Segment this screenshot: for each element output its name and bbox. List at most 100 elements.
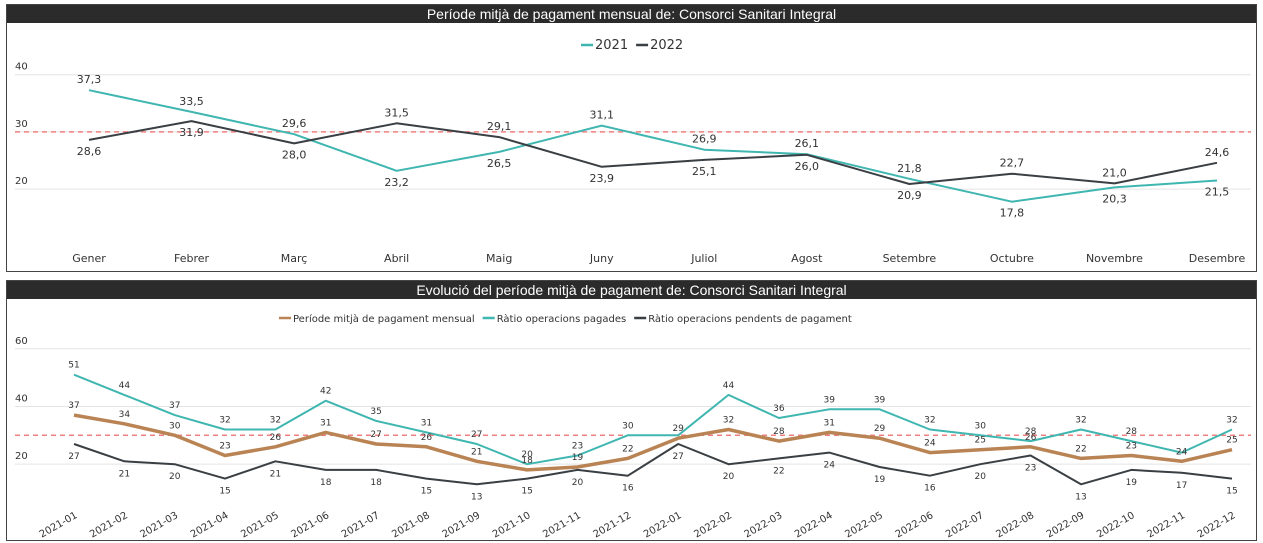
- x-tick-label: 2022-04: [793, 510, 835, 540]
- y-tick-label: 20: [15, 176, 28, 187]
- x-tick-label: 2022-05: [843, 510, 885, 540]
- x-tick-label: Agost: [791, 252, 823, 265]
- data-label: 44: [119, 381, 131, 391]
- data-label: 20: [521, 450, 533, 460]
- data-label: 21,0: [1102, 166, 1127, 179]
- data-label: 18: [320, 478, 332, 488]
- data-label: 31,1: [589, 109, 614, 122]
- data-label: 20: [723, 472, 735, 482]
- data-label: 27: [471, 430, 482, 440]
- data-label: 26,0: [795, 160, 820, 173]
- x-tick-label: 2021-01: [38, 510, 80, 540]
- data-label: 31: [421, 418, 432, 428]
- data-label: 26: [421, 433, 433, 443]
- x-tick-label: Juliol: [690, 252, 717, 265]
- data-label: 21,5: [1205, 186, 1230, 199]
- data-label: 28: [1126, 427, 1138, 437]
- chart-title: Període mitjà de pagament mensual de: Co…: [7, 5, 1256, 23]
- x-tick-label: 2022-01: [642, 510, 684, 540]
- data-label: 28,0: [282, 148, 307, 161]
- data-label: 20: [572, 478, 584, 488]
- x-tick-label: 2022-09: [1045, 510, 1087, 540]
- data-label: 17,8: [1000, 207, 1025, 220]
- x-tick-label: 2022-08: [994, 510, 1036, 540]
- x-tick-label: Setembre: [883, 252, 937, 265]
- x-tick-label: 2021-09: [441, 510, 483, 540]
- data-label: 26: [1025, 433, 1037, 443]
- data-label: 15: [421, 487, 432, 497]
- x-tick-label: 2021-05: [239, 510, 281, 540]
- data-label: 25: [1226, 436, 1237, 446]
- x-tick-label: 2021-03: [138, 510, 180, 540]
- x-tick-label: 2022-11: [1145, 510, 1187, 540]
- x-tick-label: 2022-12: [1196, 510, 1238, 540]
- data-label: 19: [572, 453, 584, 463]
- data-label: 22: [773, 466, 784, 476]
- data-label: 24: [823, 461, 835, 471]
- data-label: 37: [68, 401, 79, 411]
- data-label: 30: [169, 421, 181, 431]
- data-label: 37: [169, 401, 180, 411]
- y-tick-label: 20: [15, 451, 28, 462]
- data-label: 15: [1226, 487, 1237, 497]
- x-tick-label: 2022-10: [1095, 510, 1137, 540]
- data-label: 21: [471, 447, 482, 457]
- monthly-payment-period-chart: 20 30 40 Gener Febrer Març Abril Maig Juny Juliol…: [15, 38, 1251, 265]
- series-line-1: [88, 89, 1218, 203]
- legend-label: Període mitjà de pagament mensual: [293, 313, 475, 325]
- data-label: 51: [68, 361, 79, 371]
- y-tick-label: 30: [15, 119, 28, 130]
- data-label: 28,6: [77, 145, 102, 158]
- data-label: 23: [1025, 464, 1036, 474]
- x-tick-label: Desembre: [1189, 252, 1246, 265]
- data-label: 32: [219, 416, 230, 426]
- data-label: 20,3: [1102, 192, 1127, 205]
- data-label: 42: [320, 387, 331, 397]
- data-label: 31: [823, 418, 834, 428]
- data-label: 18: [370, 478, 382, 488]
- data-label: 16: [622, 484, 634, 494]
- data-label: 30: [622, 421, 634, 431]
- legend-label: 2022: [650, 38, 683, 53]
- data-label: 21: [270, 469, 281, 479]
- data-label: 13: [471, 492, 482, 502]
- data-label: 26: [270, 433, 282, 443]
- data-label: 16: [924, 484, 936, 494]
- x-tick-label: Gener: [72, 252, 106, 265]
- x-tick-label: Novembre: [1086, 252, 1143, 265]
- data-label: 26,1: [795, 137, 820, 150]
- data-label: 20: [169, 472, 181, 482]
- x-tick-label: 2022-07: [944, 510, 986, 540]
- data-label: 22: [1075, 444, 1086, 454]
- data-label: 20,9: [897, 189, 922, 202]
- data-label: 39: [874, 395, 886, 405]
- legend-label: Ràtio operacions pagades: [497, 313, 627, 325]
- data-label: 27: [370, 430, 381, 440]
- x-tick-label: 2021-02: [88, 510, 130, 540]
- x-tick-label: 2022-03: [743, 510, 785, 540]
- data-label: 37,3: [77, 73, 102, 86]
- x-tick-label: Març: [281, 252, 308, 265]
- data-label: 15: [219, 487, 230, 497]
- data-label: 29: [672, 424, 684, 434]
- data-label: 34: [119, 410, 131, 420]
- data-label: 32: [924, 416, 935, 426]
- chart-title: Evolució del període mitjà de pagament d…: [7, 281, 1256, 299]
- data-label: 28: [773, 427, 785, 437]
- data-label: 35: [370, 407, 381, 417]
- data-label: 30: [975, 421, 987, 431]
- x-tick-label: 2021-06: [290, 510, 332, 540]
- data-label: 29: [874, 424, 886, 434]
- data-label: 23,2: [384, 176, 409, 189]
- data-label: 23: [572, 442, 583, 452]
- data-label: 29,1: [487, 120, 512, 133]
- series-line-3: [73, 443, 1233, 486]
- data-label: 44: [723, 381, 735, 391]
- data-label: 39: [823, 395, 835, 405]
- data-label: 32: [1075, 416, 1086, 426]
- data-label: 32: [270, 416, 281, 426]
- data-label: 21,8: [897, 162, 922, 175]
- data-label: 31: [320, 418, 331, 428]
- payment-period-evolution-chart: 20 40 60 2021-01 2021-02 2021-03 2021-04 2021-0…: [15, 313, 1251, 540]
- data-label: 13: [1075, 492, 1086, 502]
